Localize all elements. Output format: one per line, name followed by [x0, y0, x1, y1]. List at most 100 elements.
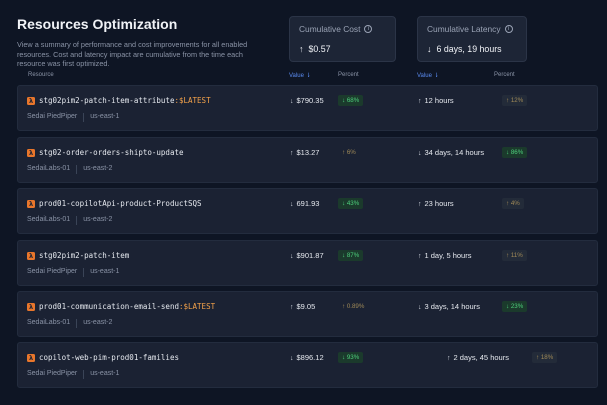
cost-value-text: 691.93 — [296, 199, 320, 208]
resource-version-tag: :$LATEST — [178, 302, 216, 311]
cost-value: ↑ $9.05 — [290, 302, 315, 311]
latency-arrow-icon: ↓ — [418, 150, 422, 157]
latency-value: ↑ 23 hours — [418, 199, 454, 208]
cost-arrow-icon: ↓ — [290, 98, 294, 105]
resource-name[interactable]: λ stg02pim2-patch-item-attribute:$LATEST — [27, 96, 211, 105]
cost-arrow-icon: ↓ — [290, 355, 294, 362]
cost-percent-badge: ↓ 43% — [338, 198, 364, 209]
resource-version-tag: :$LATEST — [174, 96, 211, 105]
lambda-icon: λ — [27, 148, 35, 157]
cost-value-text: $13.27 — [296, 148, 320, 157]
cost-arrow-icon: ↑ — [290, 304, 294, 311]
resource-name-text: copilot-web-pim-prod01-families — [39, 353, 179, 362]
cost-arrow-icon: ↓ — [290, 201, 294, 208]
account-name: Sedai PiedPiper — [27, 370, 78, 377]
latency-value-text: 2 days, 45 hours — [453, 353, 509, 362]
lambda-icon: λ — [27, 96, 35, 105]
table-row[interactable]: λ copilot-web-pim-prod01-families Sedai … — [17, 342, 598, 388]
table-row[interactable]: λ stg02pim2-patch-item-attribute:$LATEST… — [17, 85, 598, 131]
cost-arrow-icon: ↑ — [290, 150, 294, 157]
latency-arrow-icon: ↓ — [418, 304, 422, 311]
account-name: SedaiLabs-01 — [27, 319, 71, 326]
column-header-cost-percent: Percent — [338, 72, 359, 78]
page-description: View a summary of performance and cost i… — [17, 40, 248, 68]
resource-name[interactable]: λ copilot-web-pim-prod01-families — [27, 353, 179, 362]
cumulative-cost-value: $0.57 — [308, 44, 331, 54]
resource-name-text: stg02pim2-patch-item — [39, 251, 130, 260]
table-row[interactable]: λ prod01-copilotApi-product-ProductSQS S… — [17, 188, 598, 234]
cost-value: ↓ 691.93 — [290, 199, 319, 208]
divider — [76, 216, 78, 225]
latency-arrow-icon: ↑ — [418, 98, 422, 105]
cost-percent-badge: ↓ 87% — [338, 250, 364, 261]
cost-percent-badge: ↑ 0.89% — [342, 303, 365, 310]
cost-value: ↑ $13.27 — [290, 148, 319, 157]
latency-value: ↓ 34 days, 14 hours — [418, 148, 484, 157]
latency-percent-badge: ↑ 12% — [502, 95, 528, 106]
lambda-icon: λ — [27, 302, 35, 311]
cost-arrow-icon: ↓ — [290, 253, 294, 260]
resource-name[interactable]: λ prod01-copilotApi-product-ProductSQS — [27, 199, 202, 208]
cost-value-text: $790.35 — [296, 96, 324, 105]
column-header-latency-percent: Percent — [494, 72, 515, 78]
column-header-latency-value[interactable]: Value ⇂ — [417, 73, 439, 79]
cost-value: ↓ $790.35 — [290, 96, 324, 105]
latency-percent-badge: ↓ 86% — [502, 147, 528, 158]
cost-percent-badge: ↓ 93% — [338, 352, 364, 363]
cumulative-latency-label: Cumulative Latency — [427, 24, 501, 34]
latency-arrow-icon: ↑ — [418, 253, 422, 260]
latency-value-text: 34 days, 14 hours — [424, 148, 485, 157]
cost-percent-badge: ↑ 6% — [342, 149, 356, 156]
latency-percent-badge: ↑ 18% — [532, 352, 558, 363]
table-row[interactable]: λ prod01-communication-email-send:$LATES… — [17, 291, 598, 337]
resource-name-text: stg02pim2-patch-item-attribute — [39, 96, 175, 105]
cumulative-latency-value: 6 days, 19 hours — [436, 44, 502, 54]
account-name: SedaiLabs-01 — [27, 165, 71, 172]
table-row[interactable]: λ stg02-order-orders-shipto-update Sedai… — [17, 137, 598, 183]
info-icon[interactable]: i — [364, 25, 373, 33]
account-name: Sedai PiedPiper — [27, 268, 78, 275]
cost-value: ↓ $901.87 — [290, 251, 324, 260]
cost-value: ↓ $896.12 — [290, 353, 324, 362]
arrow-down-icon: ↓ — [427, 44, 432, 54]
latency-arrow-icon: ↑ — [447, 355, 451, 362]
resource-name[interactable]: λ prod01-communication-email-send:$LATES… — [27, 302, 215, 311]
latency-arrow-icon: ↑ — [418, 201, 422, 208]
table-row[interactable]: λ stg02pim2-patch-item Sedai PiedPiper u… — [17, 240, 598, 286]
cost-value-text: $9.05 — [296, 302, 316, 311]
region-name: us-east-1 — [90, 113, 120, 120]
column-header-cost-value[interactable]: Value ⇂ — [289, 73, 311, 79]
region-name: us-east-1 — [90, 268, 120, 275]
cost-value-text: $896.12 — [296, 353, 324, 362]
cost-value-text: $901.87 — [296, 251, 324, 260]
latency-value: ↑ 1 day, 5 hours — [418, 251, 471, 260]
latency-value-text: 12 hours — [424, 96, 454, 105]
page-title: Resources Optimization — [17, 16, 178, 32]
lambda-icon: λ — [27, 353, 35, 362]
lambda-icon: λ — [27, 251, 35, 260]
resource-name-text: stg02-order-orders-shipto-update — [39, 148, 184, 157]
divider — [83, 268, 85, 277]
cost-percent-badge: ↓ 68% — [338, 95, 364, 106]
cumulative-cost-label: Cumulative Cost — [299, 24, 361, 34]
info-icon[interactable]: i — [504, 25, 513, 33]
region-name: us-east-1 — [90, 370, 120, 377]
resource-name[interactable]: λ stg02pim2-patch-item — [27, 251, 129, 260]
resource-name-text: prod01-communication-email-send — [39, 302, 179, 311]
resource-name[interactable]: λ stg02-order-orders-shipto-update — [27, 148, 184, 157]
latency-value: ↑ 2 days, 45 hours — [447, 353, 509, 362]
latency-value-text: 1 day, 5 hours — [424, 251, 472, 260]
lambda-icon: λ — [27, 199, 35, 208]
arrow-up-icon: ↑ — [299, 44, 304, 54]
cumulative-latency-card: Cumulative Latency i ↓ 6 days, 19 hours — [417, 16, 527, 62]
region-name: us-east-2 — [83, 165, 113, 172]
resource-name-text: prod01-copilotApi-product-ProductSQS — [39, 199, 202, 208]
region-name: us-east-2 — [83, 319, 113, 326]
latency-percent-badge: ↑ 4% — [502, 198, 524, 209]
divider — [76, 319, 78, 328]
latency-percent-badge: ↑ 11% — [502, 250, 527, 261]
latency-percent-badge: ↓ 23% — [502, 301, 528, 312]
region-name: us-east-2 — [83, 216, 113, 223]
latency-value: ↓ 3 days, 14 hours — [418, 302, 480, 311]
account-name: SedaiLabs-01 — [27, 216, 71, 223]
